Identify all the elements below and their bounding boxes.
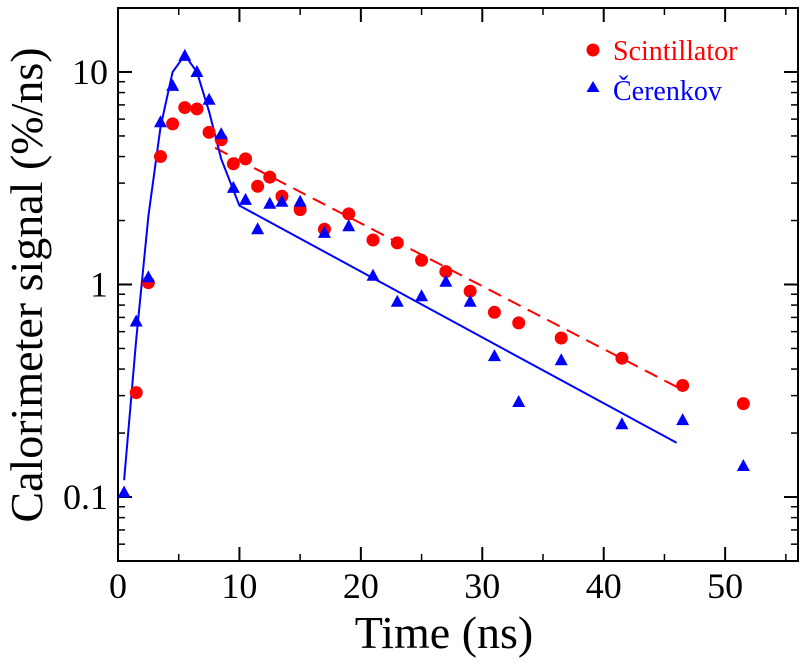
point-scintillator: [415, 253, 429, 267]
legend-marker-scintillator: [586, 43, 600, 57]
x-tick-label: 50: [707, 566, 743, 606]
y-axis-title: Calorimeter signal (%/ns): [1, 47, 52, 522]
point-cerenkov: [366, 268, 380, 281]
point-cerenkov: [202, 92, 216, 105]
point-cerenkov: [117, 485, 131, 498]
point-scintillator: [178, 101, 192, 115]
x-axis-title: Time (ns): [355, 607, 534, 658]
point-scintillator: [439, 265, 453, 279]
point-scintillator: [736, 397, 750, 411]
point-cerenkov: [554, 353, 568, 366]
point-scintillator: [554, 331, 568, 345]
point-scintillator: [251, 179, 265, 193]
point-cerenkov: [275, 194, 289, 207]
point-scintillator: [390, 236, 404, 250]
legend: Scintillator Čerenkov: [586, 36, 738, 107]
point-scintillator: [226, 157, 240, 171]
point-scintillator: [676, 378, 690, 392]
point-cerenkov: [214, 127, 228, 140]
point-cerenkov: [615, 417, 629, 430]
point-cerenkov: [487, 349, 501, 362]
point-cerenkov: [178, 48, 192, 61]
point-scintillator: [615, 351, 629, 365]
point-cerenkov: [293, 194, 307, 207]
x-tick-label: 20: [343, 566, 379, 606]
point-scintillator: [463, 284, 477, 298]
axis-ticks: 0 10 20 30 40 50 0.1 1 10: [63, 8, 798, 606]
point-cerenkov: [239, 192, 252, 205]
x-tick-label: 10: [221, 566, 257, 606]
point-cerenkov: [390, 294, 404, 307]
point-cerenkov: [463, 294, 477, 307]
point-cerenkov: [166, 78, 180, 91]
point-cerenkov: [251, 222, 265, 235]
x-tick-label: 30: [464, 566, 500, 606]
point-scintillator: [342, 207, 356, 221]
y-tick-label: 1: [90, 265, 108, 305]
point-scintillator: [154, 150, 167, 164]
y-tick-label: 10: [72, 52, 108, 92]
point-cerenkov: [512, 394, 526, 407]
point-cerenkov: [129, 314, 143, 327]
point-cerenkov: [263, 196, 277, 209]
point-scintillator: [190, 102, 204, 116]
point-cerenkov: [415, 289, 429, 302]
point-cerenkov: [154, 115, 167, 128]
point-scintillator: [512, 316, 526, 330]
point-scintillator: [239, 152, 252, 166]
point-cerenkov: [439, 274, 453, 287]
y-tick-label: 0.1: [63, 477, 108, 517]
point-scintillator: [166, 117, 180, 131]
point-cerenkov: [342, 219, 356, 232]
fit-line-cerenkov: [123, 53, 678, 481]
legend-marker-cerenkov: [586, 81, 600, 92]
data-points: [117, 48, 750, 498]
point-scintillator: [263, 170, 277, 184]
point-scintillator: [487, 305, 501, 319]
x-tick-label: 40: [586, 566, 622, 606]
point-cerenkov: [226, 180, 240, 193]
fit-lines: [123, 53, 678, 481]
x-tick-label: 0: [109, 566, 127, 606]
point-cerenkov: [317, 225, 331, 238]
legend-label-scintillator: Scintillator: [613, 36, 738, 67]
point-cerenkov: [736, 458, 750, 471]
point-cerenkov: [141, 270, 155, 283]
point-scintillator: [202, 125, 216, 139]
point-cerenkov: [676, 413, 690, 426]
legend-label-cerenkov: Čerenkov: [613, 76, 722, 107]
point-cerenkov: [190, 64, 204, 77]
point-scintillator: [129, 386, 143, 400]
point-scintillator: [366, 233, 380, 247]
